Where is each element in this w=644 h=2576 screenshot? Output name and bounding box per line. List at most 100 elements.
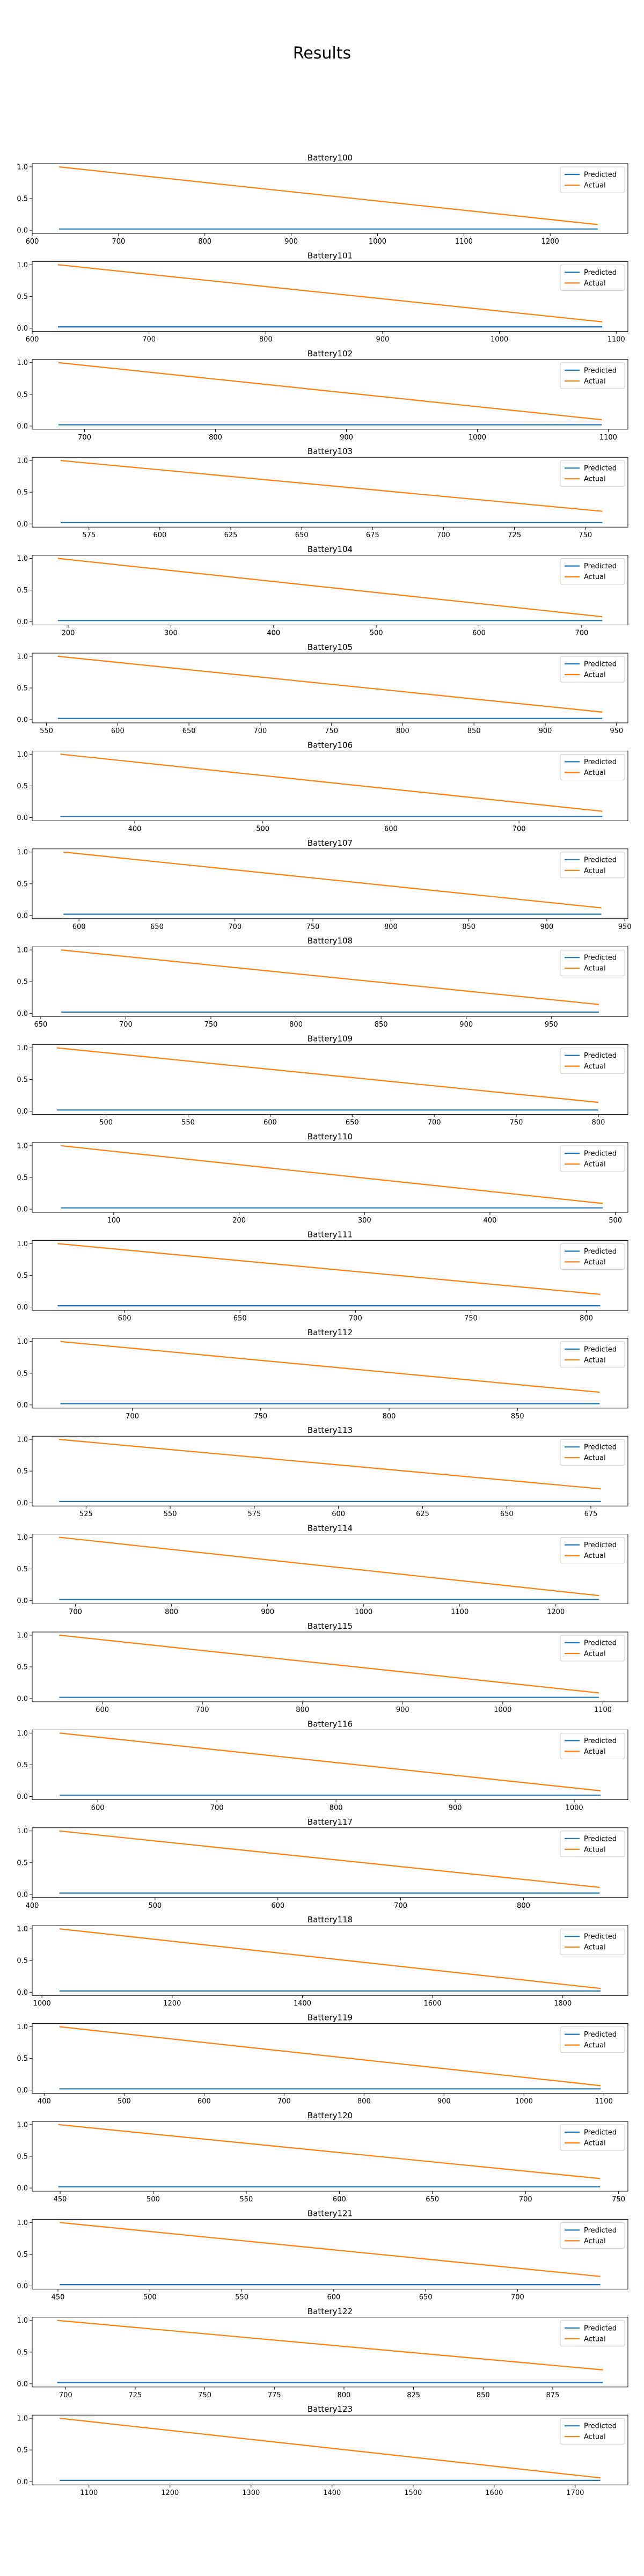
legend-box — [560, 1243, 625, 1270]
axes-frame — [32, 1240, 628, 1311]
x-tick-label: 650 — [34, 1021, 47, 1029]
legend-label-predicted: Predicted — [584, 465, 617, 473]
legend-box — [560, 460, 625, 487]
x-tick-label: 800 — [357, 2098, 371, 2106]
legend-label-predicted: Predicted — [584, 2227, 617, 2235]
subplot-title: Battery101 — [308, 251, 353, 260]
subplot-title: Battery110 — [308, 1132, 353, 1141]
subplot-title: Battery111 — [308, 1230, 353, 1239]
series-line-actual — [61, 949, 599, 1005]
y-tick-label: 0.5 — [17, 293, 28, 301]
subplot-battery122: Battery122 0.0 0.5 1.0 700 725 750 775 800 825 850… — [17, 2307, 628, 2399]
legend: Predicted Actual — [560, 2222, 625, 2249]
x-tick-label: 700 — [349, 1314, 362, 1322]
series-line-actual — [57, 1243, 601, 1295]
x-tick-label: 900 — [396, 1706, 409, 1714]
legend: Predicted Actual — [560, 1243, 625, 1270]
y-tick-label: 0.0 — [17, 325, 28, 333]
axes-frame — [32, 457, 628, 528]
y-tick-label: 0.0 — [17, 1499, 28, 1507]
y-tick-label: 1.0 — [17, 359, 28, 367]
legend-label-actual: Actual — [584, 2237, 606, 2245]
y-tick-label: 1.0 — [17, 1534, 28, 1542]
series-line-actual — [57, 264, 603, 323]
series-line-actual — [59, 1732, 601, 1791]
legend-label-predicted: Predicted — [584, 856, 617, 864]
x-tick-label: 750 — [612, 2196, 625, 2204]
subplot-title: Battery114 — [308, 1524, 353, 1533]
x-tick-label: 550 — [40, 727, 53, 735]
series-line-actual — [59, 1830, 600, 1888]
axes-frame — [32, 653, 628, 723]
y-tick-label: 0.5 — [17, 1174, 28, 1182]
x-tick-label: 600 — [111, 727, 125, 735]
y-tick-label: 0.0 — [17, 1695, 28, 1703]
x-tick-label: 650 — [419, 2293, 433, 2301]
series-line-actual — [56, 1047, 599, 1103]
legend-label-predicted: Predicted — [584, 367, 617, 375]
subplot-battery118: Battery118 0.0 0.5 1.0 1000 1200 1400 1600 1800 P… — [17, 1915, 628, 2008]
legend-label-actual: Actual — [584, 769, 606, 777]
y-tick-label: 0.0 — [17, 1304, 28, 1312]
x-tick-label: 700 — [253, 727, 267, 735]
subplot-battery113: Battery113 0.0 0.5 1.0 525 550 575 600 625 650 675… — [17, 1425, 628, 1518]
series-line-actual — [60, 460, 603, 512]
y-tick-label: 0.5 — [17, 2251, 28, 2259]
x-tick-label: 600 — [332, 1510, 345, 1518]
y-tick-label: 1.0 — [17, 261, 28, 269]
subplot-title: Battery119 — [308, 2013, 353, 2023]
subplot-title: Battery105 — [308, 642, 353, 652]
x-tick-label: 650 — [346, 1119, 359, 1127]
x-tick-label: 700 — [277, 2098, 291, 2106]
y-tick-label: 1.0 — [17, 1730, 28, 1738]
subplot-battery112: Battery112 0.0 0.5 1.0 700 750 800 850 Predicted… — [17, 1328, 628, 1421]
subplot-battery123: Battery123 0.0 0.5 1.0 1100 1200 1300 1400 1500 1… — [17, 2404, 628, 2497]
x-tick-label: 900 — [540, 923, 553, 931]
legend-label-actual: Actual — [584, 182, 606, 190]
y-tick-label: 0.5 — [17, 2348, 28, 2357]
legend-label-predicted: Predicted — [584, 2031, 617, 2039]
x-tick-label: 525 — [79, 1510, 93, 1518]
x-tick-label: 600 — [153, 531, 166, 539]
y-tick-label: 0.0 — [17, 2282, 28, 2290]
x-tick-label: 900 — [376, 335, 390, 343]
x-tick-label: 200 — [232, 1217, 246, 1225]
y-tick-label: 0.5 — [17, 685, 28, 693]
x-tick-label: 1100 — [595, 2098, 613, 2106]
x-tick-label: 1200 — [163, 2000, 181, 2008]
x-tick-label: 1700 — [566, 2489, 584, 2497]
x-tick-label: 800 — [517, 1902, 530, 1910]
legend-label-actual: Actual — [584, 2041, 606, 2050]
axes-frame — [32, 1338, 628, 1409]
series-line-actual — [60, 2222, 601, 2277]
y-tick-label: 0.5 — [17, 782, 28, 791]
x-tick-label: 950 — [610, 727, 623, 735]
legend-label-actual: Actual — [584, 1650, 606, 1658]
y-tick-label: 0.0 — [17, 1108, 28, 1116]
legend-label-actual: Actual — [584, 2433, 606, 2441]
x-tick-label: 600 — [72, 923, 86, 931]
x-tick-label: 1600 — [424, 2000, 442, 2008]
x-tick-label: 1200 — [547, 1608, 565, 1616]
legend: Predicted Actual — [560, 2418, 625, 2445]
subplot-battery100: Battery100 0.0 0.5 1.0 600 700 800 900 1000 1100 1… — [17, 153, 628, 246]
legend-box — [560, 1537, 625, 1564]
x-tick-label: 800 — [198, 238, 211, 246]
legend-box — [560, 753, 625, 780]
legend-box — [560, 558, 625, 585]
x-tick-label: 850 — [462, 923, 475, 931]
series-line-actual — [60, 2418, 601, 2479]
legend-label-predicted: Predicted — [584, 1248, 617, 1256]
x-tick-label: 1100 — [599, 434, 617, 442]
x-tick-label: 600 — [26, 335, 39, 343]
subplot-battery109: Battery109 0.0 0.5 1.0 500 550 600 650 700 750 800… — [17, 1034, 628, 1127]
subplot-title: Battery121 — [308, 2208, 353, 2218]
legend-label-actual: Actual — [584, 1944, 606, 1952]
y-tick-label: 1.0 — [17, 2317, 28, 2325]
x-tick-label: 550 — [181, 1119, 195, 1127]
x-tick-label: 800 — [259, 335, 273, 343]
x-tick-label: 600 — [96, 1706, 109, 1714]
legend-label-actual: Actual — [584, 377, 606, 385]
legend-label-predicted: Predicted — [584, 1150, 617, 1158]
